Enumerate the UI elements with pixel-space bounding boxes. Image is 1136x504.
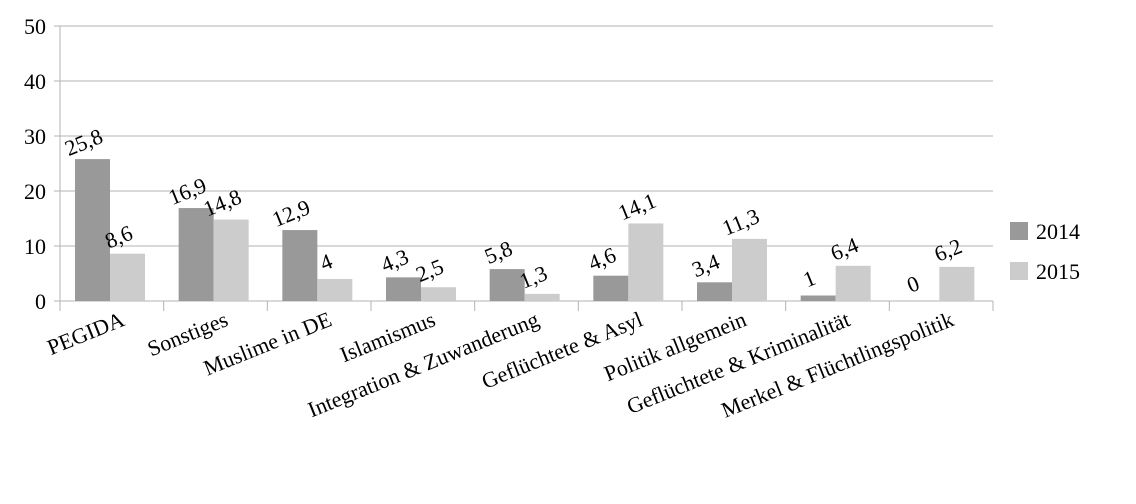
y-tick-label: 20: [24, 179, 46, 204]
data-label-2014-6: 3,4: [688, 249, 723, 282]
legend-swatch-2014: [1010, 222, 1028, 240]
data-label-2015-7: 6,4: [827, 232, 862, 265]
data-label-2015-2: 4: [316, 248, 336, 275]
data-label-2014-4: 5,8: [481, 235, 516, 268]
bars: [75, 159, 975, 301]
legend-label-2015: 2015: [1036, 259, 1080, 284]
data-label-2015-5: 14,1: [614, 188, 659, 226]
data-label-2014-0: 25,8: [61, 123, 106, 161]
bar-2014-6: [697, 282, 732, 301]
bar-2015-6: [732, 238, 767, 301]
bar-2014-2: [282, 230, 318, 301]
legend-swatch-2015: [1010, 262, 1028, 280]
bar-2014-0: [75, 159, 110, 301]
legend-label-2014: 2014: [1036, 219, 1080, 244]
bar-2014-4: [489, 269, 525, 301]
bar-2015-3: [421, 287, 456, 301]
y-tick-label: 50: [24, 14, 46, 39]
data-label-2015-6: 11,3: [719, 203, 763, 240]
bar-2014-7: [800, 295, 836, 301]
y-tick-label: 10: [24, 234, 46, 259]
bar-2015-2: [317, 279, 353, 301]
y-tick-label: 30: [24, 124, 46, 149]
bar-2015-4: [524, 293, 560, 301]
data-label-2015-8: 6,2: [931, 233, 966, 266]
bar-2014-3: [386, 277, 421, 301]
bar-2015-0: [110, 253, 145, 301]
bar-2015-7: [835, 265, 871, 301]
y-tick-label: 0: [35, 289, 46, 314]
bar-2014-1: [178, 208, 214, 301]
x-category-label: PEGIDA: [44, 306, 128, 359]
bar-2015-8: [939, 266, 975, 301]
bar-2015-5: [628, 223, 664, 301]
data-label-2014-5: 4,6: [585, 242, 620, 275]
data-label-2014-3: 4,3: [377, 244, 412, 277]
y-tick-label: 40: [24, 69, 46, 94]
data-label-2014-7: 1: [800, 265, 820, 292]
bar-2015-1: [213, 219, 249, 301]
data-label-2014-8: 0: [903, 270, 923, 297]
data-label-2014-2: 12,9: [268, 194, 313, 232]
legend: 2014 2015: [1010, 219, 1080, 284]
bar-2014-5: [593, 275, 629, 301]
